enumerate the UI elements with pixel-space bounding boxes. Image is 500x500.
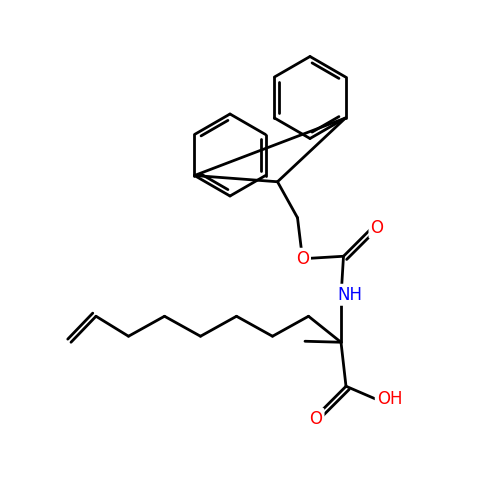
Text: NH: NH bbox=[338, 286, 362, 304]
Text: O: O bbox=[370, 219, 384, 237]
Text: OH: OH bbox=[377, 390, 402, 408]
Text: O: O bbox=[296, 250, 309, 268]
Text: O: O bbox=[310, 410, 322, 428]
